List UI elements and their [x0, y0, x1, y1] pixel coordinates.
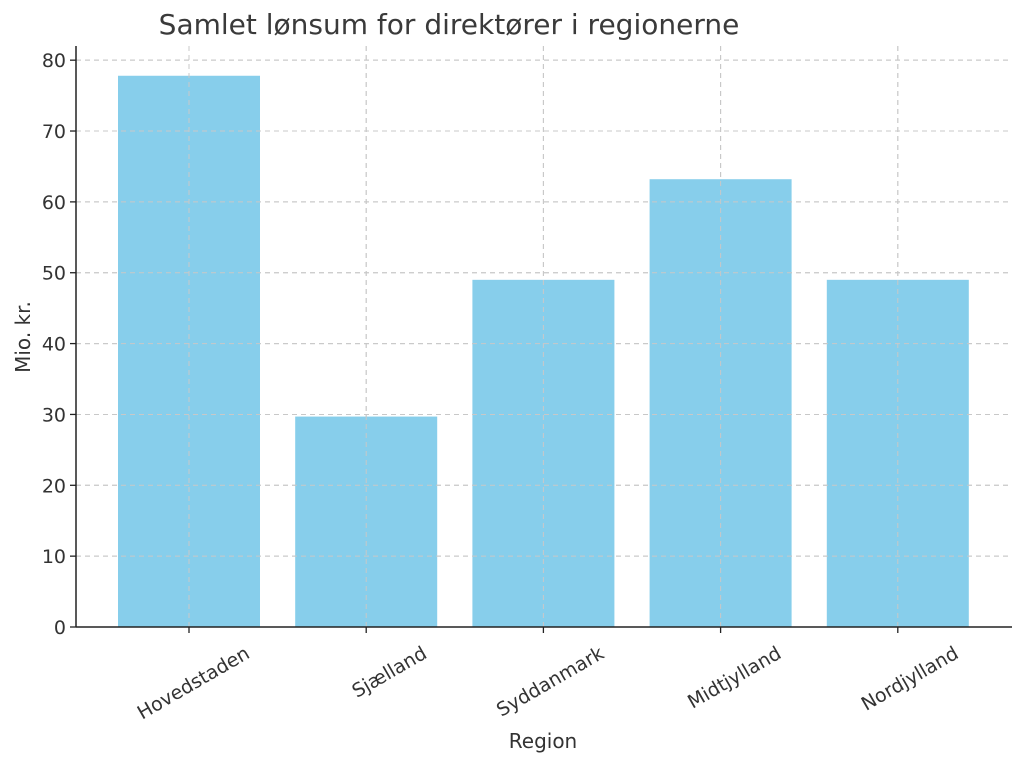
- y-tick-label: 70: [42, 121, 66, 143]
- x-tick-label: Midtjylland: [684, 642, 785, 713]
- y-tick-label: 10: [42, 546, 66, 568]
- y-axis-title: Mio. kr.: [11, 301, 35, 373]
- y-tick-label: 30: [42, 404, 66, 426]
- chart-title: Samlet lønsum for direktører i regionern…: [159, 8, 740, 41]
- x-tick-label: Nordjylland: [858, 642, 963, 715]
- y-tick-label: 0: [54, 617, 66, 639]
- x-tick-label: Sjælland: [348, 642, 430, 702]
- x-axis-title: Region: [509, 729, 577, 753]
- x-tick-label: Syddanmark: [493, 642, 608, 721]
- y-tick-label: 20: [42, 475, 66, 497]
- x-tick-label: Hovedstaden: [134, 642, 254, 724]
- bars: [76, 46, 1012, 628]
- y-tick-label: 60: [42, 192, 66, 214]
- y-tick-label: 50: [42, 263, 66, 285]
- y-tick-label: 40: [42, 334, 66, 356]
- y-tick-label: 80: [42, 50, 66, 72]
